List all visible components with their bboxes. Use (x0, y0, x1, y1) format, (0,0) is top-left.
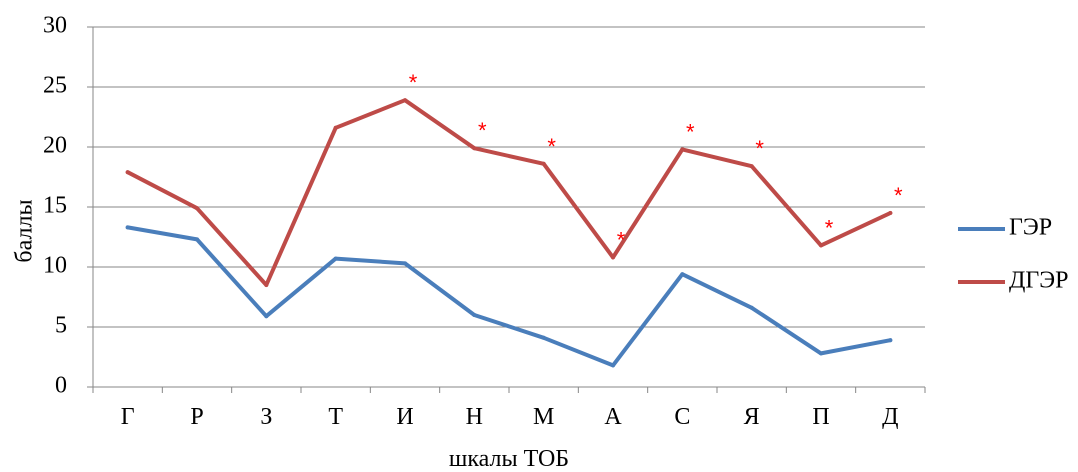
y-tick-label-15: 15 (43, 193, 67, 219)
significance-star-11: * (894, 183, 903, 208)
x-tick-label-3: Т (328, 404, 343, 430)
data-point-0-0 (125, 225, 130, 230)
data-point-0-10 (819, 351, 823, 356)
data-point-1-4 (403, 98, 407, 103)
y-tick-label-5: 5 (55, 313, 67, 339)
data-point-1-1 (195, 206, 199, 211)
y-tick-label-25: 25 (43, 73, 67, 99)
x-tick-label-10: П (812, 404, 829, 430)
legend: ГЭР ДГЭР (958, 215, 1068, 294)
x-tick-label-2: З (260, 404, 272, 430)
data-point-1-0 (125, 170, 130, 175)
data-point-1-6 (541, 161, 546, 166)
significance-star-4: * (409, 70, 418, 95)
data-point-1-8 (680, 147, 685, 152)
y-tick-label-30: 30 (43, 13, 67, 39)
significance-star-5: * (478, 118, 487, 143)
significance-markers: * * * * * * * * (409, 70, 903, 252)
data-point-1-7 (611, 255, 615, 260)
y-tick-label-20: 20 (43, 133, 67, 159)
data-point-0-8 (680, 272, 685, 277)
x-tick-label-9: Я (744, 404, 760, 430)
x-tick-label-7: А (604, 404, 622, 430)
axes (87, 26, 926, 393)
significance-star-7: * (617, 227, 626, 252)
legend-label-0: ГЭР (1009, 215, 1052, 241)
data-point-0-2 (264, 314, 269, 319)
x-tick-label-6: М (533, 404, 554, 430)
x-tick-label-0: Г (121, 404, 135, 430)
data-point-0-7 (611, 363, 615, 368)
y-axis-title: баллы (12, 199, 38, 262)
gridlines (93, 26, 925, 328)
significance-star-8: * (686, 119, 695, 144)
data-point-0-4 (403, 261, 407, 266)
data-point-0-11 (888, 338, 893, 343)
significance-star-10: * (825, 215, 834, 240)
x-axis-title: шкалы ТОБ (449, 446, 569, 472)
data-point-0-6 (541, 335, 546, 340)
series-line-1 (125, 98, 893, 287)
data-point-0-3 (333, 256, 338, 261)
data-point-1-2 (264, 283, 269, 287)
significance-star-6: * (547, 134, 556, 159)
data-point-1-10 (819, 243, 823, 248)
data-point-0-9 (749, 305, 754, 310)
series-line-0 (125, 225, 893, 368)
y-tick-labels: 0 5 10 15 20 25 30 (43, 13, 67, 399)
x-tick-label-4: И (396, 404, 413, 430)
x-tick-label-8: С (674, 404, 690, 430)
significance-star-9: * (755, 136, 764, 161)
x-tick-label-11: Д (882, 404, 898, 430)
data-point-0-1 (195, 237, 199, 242)
data-point-1-11 (888, 211, 893, 215)
legend-label-1: ДГЭР (1009, 268, 1068, 294)
data-point-1-3 (333, 125, 338, 130)
y-tick-label-0: 0 (55, 373, 67, 399)
x-tick-label-5: Н (466, 404, 483, 430)
data-point-1-9 (749, 164, 754, 169)
y-tick-label-10: 10 (43, 253, 67, 279)
series-lines (125, 98, 893, 368)
data-point-1-5 (472, 146, 477, 151)
x-tick-label-1: Р (190, 404, 203, 430)
data-point-0-5 (472, 313, 477, 317)
